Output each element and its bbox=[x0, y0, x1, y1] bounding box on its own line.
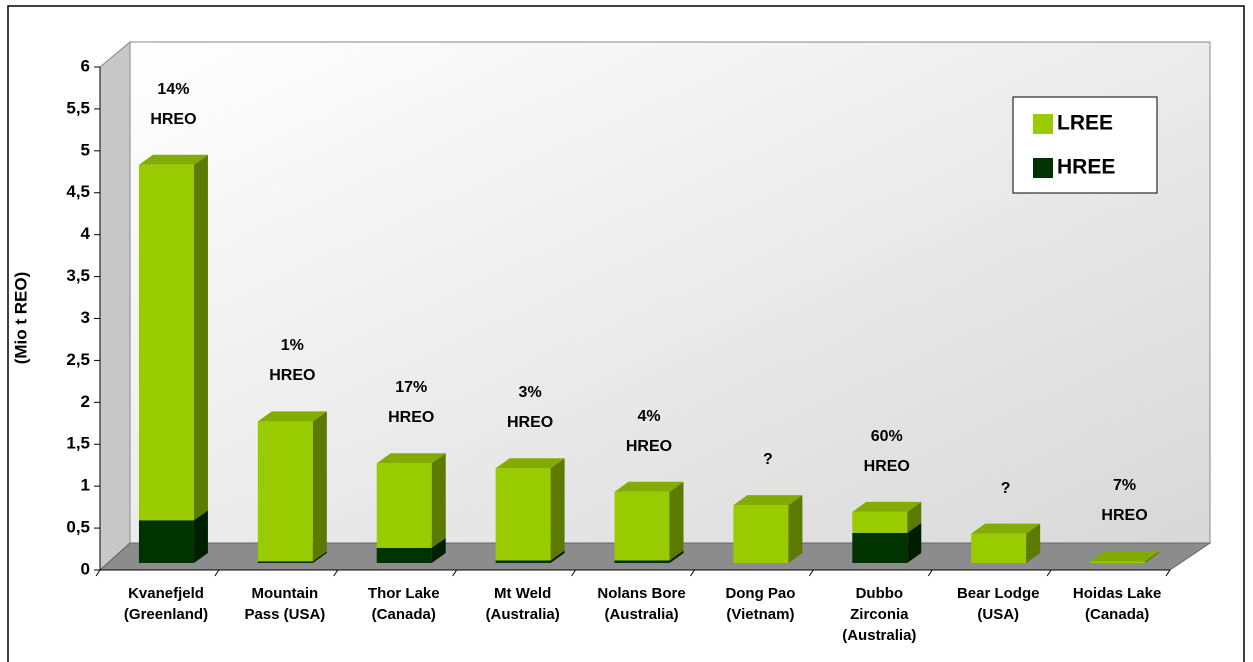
bar-side bbox=[312, 551, 327, 563]
legend-label: LREE bbox=[1057, 112, 1113, 135]
x-tick bbox=[214, 569, 220, 577]
bar-side bbox=[669, 481, 684, 561]
frame bbox=[7, 5, 1245, 662]
bar-segment bbox=[1090, 561, 1146, 563]
annotation: ? bbox=[1000, 479, 1011, 497]
x-tick bbox=[333, 569, 339, 577]
bar-segment bbox=[614, 491, 670, 561]
y-tick-label: 1 bbox=[81, 476, 90, 495]
x-tick bbox=[452, 569, 458, 577]
bar-segment bbox=[138, 164, 194, 521]
legend-label: HREE bbox=[1057, 156, 1115, 179]
bar-segment bbox=[376, 547, 432, 563]
x-tick-label: Kvanefjeld (Greenland) bbox=[123, 585, 209, 623]
bar-top bbox=[257, 411, 327, 422]
x-tick-label: Thor Lake (Canada) bbox=[367, 585, 440, 623]
legend-swatch bbox=[1033, 158, 1053, 178]
bar-side bbox=[312, 411, 327, 562]
bar-top bbox=[852, 501, 922, 512]
annotation: ? bbox=[762, 451, 773, 469]
bar-top bbox=[495, 458, 565, 469]
bar-top bbox=[971, 523, 1041, 534]
annotation: 1% HREO bbox=[269, 337, 316, 385]
bar-top bbox=[376, 453, 446, 464]
annotation: 60% HREO bbox=[863, 427, 910, 475]
x-tick bbox=[1165, 569, 1171, 577]
bar-side bbox=[907, 522, 922, 563]
bar-side bbox=[550, 550, 565, 563]
bar-side bbox=[193, 510, 208, 563]
bar-segment bbox=[257, 561, 313, 563]
bar-segment bbox=[614, 560, 670, 563]
y-tick-label: 6 bbox=[81, 56, 90, 75]
x-tick-label: Mountain Pass (USA) bbox=[244, 585, 326, 623]
y-tick-label: 4,5 bbox=[66, 182, 90, 201]
x-tick-label: Nolans Bore (Australia) bbox=[597, 585, 686, 623]
bar-side bbox=[431, 537, 446, 563]
bar-side bbox=[788, 495, 803, 563]
annotation: 7% HREO bbox=[1101, 477, 1148, 525]
bar-segment bbox=[852, 532, 908, 563]
x-tick bbox=[808, 569, 814, 577]
bar-side bbox=[193, 154, 208, 521]
x-tick bbox=[690, 569, 695, 577]
x-tick bbox=[927, 569, 933, 577]
x-tick-label: Bear Lodge (USA) bbox=[956, 585, 1040, 623]
bar-top bbox=[614, 481, 684, 492]
bar-segment bbox=[138, 520, 194, 563]
y-tick-label: 1,5 bbox=[66, 434, 90, 453]
y-tick-label: 3 bbox=[81, 308, 90, 327]
bar-segment bbox=[852, 511, 908, 533]
y-tick-label: 4 bbox=[81, 224, 91, 243]
bar-segment bbox=[257, 421, 313, 562]
y-tick-label: 0 bbox=[81, 559, 90, 578]
y-tick-label: 3,5 bbox=[66, 266, 90, 285]
x-tick-label: Dong Pao (Vietnam) bbox=[725, 585, 796, 623]
x-tick bbox=[571, 569, 576, 577]
annotation: 17% HREO bbox=[388, 379, 435, 427]
x-tick-label: Mt Weld (Australia) bbox=[485, 585, 560, 623]
bar-top bbox=[1090, 551, 1160, 562]
bar-side bbox=[1145, 551, 1160, 563]
annotation: 3% HREO bbox=[506, 384, 554, 432]
bar-segment bbox=[733, 505, 789, 563]
side-wall bbox=[99, 40, 131, 572]
y-tick-label: 5,5 bbox=[66, 98, 90, 117]
x-tick bbox=[95, 569, 101, 577]
bar-side bbox=[550, 458, 565, 561]
annotation: 4% HREO bbox=[625, 407, 673, 455]
bar-top bbox=[733, 495, 803, 506]
y-tick-label: 2 bbox=[81, 392, 90, 411]
x-tick-label: Dubbo Zirconia (Australia) bbox=[842, 585, 917, 644]
y-tick-label: 2,5 bbox=[66, 350, 90, 369]
y-axis-title: (Mio t REO) bbox=[11, 272, 30, 365]
legend-swatch bbox=[1033, 114, 1053, 134]
bar-side bbox=[431, 453, 446, 548]
bar-segment bbox=[495, 560, 551, 563]
bar-segment bbox=[495, 468, 551, 561]
y-tick-label: 5 bbox=[81, 140, 90, 159]
bar-side bbox=[669, 550, 684, 563]
bar-side bbox=[1026, 523, 1041, 563]
bar-side bbox=[907, 501, 922, 533]
bar-segment bbox=[971, 533, 1027, 563]
bar-top bbox=[138, 154, 208, 165]
annotation: 14% HREO bbox=[150, 80, 197, 128]
x-tick bbox=[1046, 569, 1052, 577]
x-tick-label: Hoidas Lake (Canada) bbox=[1072, 585, 1162, 623]
y-tick-label: 0,5 bbox=[66, 518, 90, 537]
bar-segment bbox=[376, 463, 432, 548]
